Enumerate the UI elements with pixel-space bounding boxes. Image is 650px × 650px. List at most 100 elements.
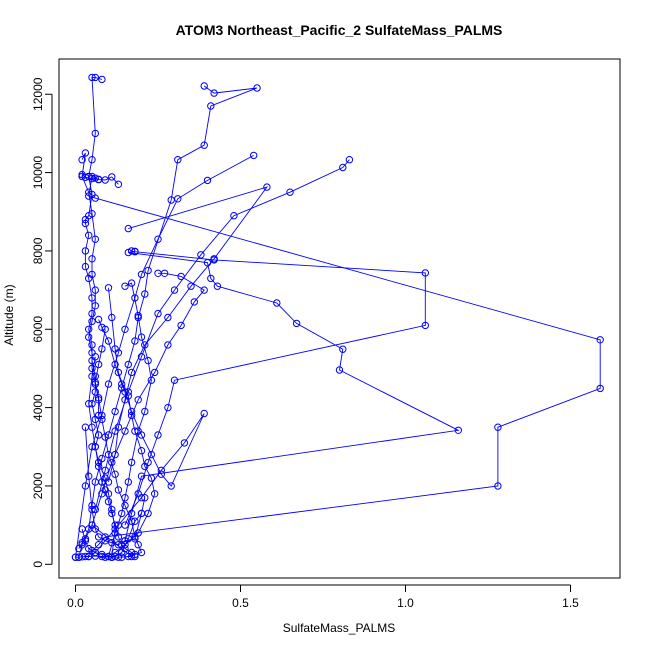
- data-point: [114, 486, 123, 494]
- data-point: [154, 235, 162, 243]
- data-point: [104, 497, 113, 506]
- data-point: [91, 235, 100, 243]
- data-point: [104, 380, 113, 388]
- y-tick-label: 0: [31, 561, 45, 568]
- data-point: [85, 231, 93, 240]
- data-point: [137, 509, 146, 518]
- y-tick-label: 6000: [31, 316, 45, 343]
- data-point: [111, 521, 119, 529]
- data-point: [154, 431, 162, 439]
- data-point: [81, 552, 90, 561]
- data-point: [101, 433, 109, 441]
- data-point: [596, 336, 604, 344]
- data-point: [141, 407, 149, 416]
- y-tick-label: 2000: [31, 472, 45, 499]
- data-point: [141, 494, 149, 502]
- data-point: [157, 466, 166, 474]
- series-12: [94, 315, 159, 561]
- series-6: [85, 172, 604, 561]
- data-point: [78, 156, 86, 164]
- series-line: [124, 250, 460, 541]
- data-point: [98, 550, 106, 559]
- y-tick-label: 10000: [31, 156, 45, 190]
- data-point: [81, 215, 90, 224]
- data-point: [81, 219, 90, 228]
- data-point: [147, 474, 156, 482]
- data-point: [91, 129, 100, 138]
- data-point: [78, 539, 86, 547]
- data-point: [164, 341, 172, 349]
- data-point: [114, 423, 123, 431]
- data-point: [273, 299, 281, 307]
- series-19: [78, 149, 103, 420]
- data-point: [88, 505, 96, 514]
- x-tick-label: 1.5: [562, 596, 579, 610]
- data-point: [200, 82, 208, 90]
- data-point: [98, 75, 106, 84]
- series-line: [88, 356, 136, 557]
- data-point: [75, 544, 83, 553]
- data-point: [88, 372, 96, 380]
- data-point: [81, 262, 90, 271]
- data-point: [94, 315, 103, 324]
- data-point: [141, 462, 149, 471]
- data-point: [230, 212, 238, 220]
- data-point: [81, 149, 90, 157]
- data-point: [190, 298, 199, 306]
- data-point: [131, 517, 139, 525]
- data-point: [121, 501, 129, 510]
- series-line: [94, 159, 350, 510]
- data-point: [339, 345, 347, 353]
- data-point: [91, 380, 100, 388]
- data-point: [137, 353, 146, 361]
- data-point: [108, 173, 116, 181]
- data-point: [121, 282, 129, 290]
- data-point: [170, 376, 179, 384]
- data-point: [454, 426, 462, 434]
- data-point: [164, 313, 172, 322]
- data-point: [127, 458, 136, 467]
- data-point: [94, 533, 103, 541]
- data-point: [124, 360, 133, 369]
- data-point: [121, 427, 129, 435]
- data-point: [207, 274, 215, 283]
- data-point: [114, 541, 123, 549]
- data-point: [197, 251, 205, 259]
- data-point: [147, 376, 156, 384]
- series-10: [104, 279, 156, 561]
- data-point: [85, 325, 93, 333]
- data-point: [88, 364, 96, 373]
- data-point: [127, 411, 136, 420]
- data-point: [124, 392, 133, 400]
- data-point: [131, 337, 139, 345]
- data-point: [101, 466, 109, 474]
- data-point: [160, 269, 169, 277]
- data-point: [101, 537, 109, 545]
- x-axis-label: SulfateMass_PALMS: [283, 621, 396, 635]
- data-point: [187, 282, 195, 290]
- series-line: [98, 319, 156, 558]
- data-point: [154, 309, 162, 318]
- data-point: [596, 384, 604, 393]
- series-14: [85, 353, 139, 561]
- series-line: [91, 272, 205, 526]
- data-point: [151, 490, 159, 498]
- data-point: [111, 345, 119, 353]
- data-point: [494, 482, 502, 490]
- data-point: [91, 73, 100, 82]
- data-point: [114, 533, 123, 541]
- data-point: [213, 282, 222, 290]
- data-point: [88, 349, 96, 357]
- data-point: [91, 443, 100, 451]
- data-point: [203, 176, 212, 185]
- data-point: [286, 188, 294, 196]
- data-point: [200, 409, 208, 418]
- data-point: [94, 396, 103, 404]
- data-point: [124, 248, 133, 257]
- data-point: [118, 380, 126, 388]
- data-point: [108, 539, 116, 547]
- data-point: [104, 450, 113, 459]
- data-point: [91, 302, 100, 310]
- data-point: [111, 552, 119, 561]
- data-point: [147, 450, 156, 459]
